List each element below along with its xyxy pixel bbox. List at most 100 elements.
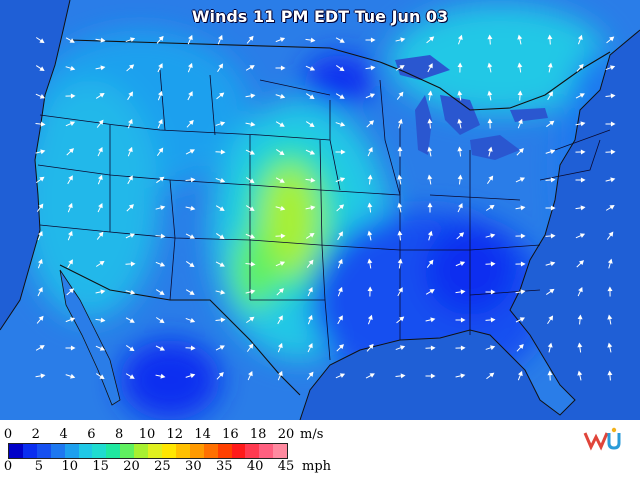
mph-tick-label: 15 [92,459,109,474]
wind-arrow [155,317,165,324]
wind-arrow [245,233,256,239]
wind-arrow [185,289,195,295]
wind-arrow [305,93,315,100]
wind-arrow [67,202,73,213]
wind-arrow [276,288,284,296]
wind-arrow [546,288,555,295]
wind-arrow [307,287,313,297]
wind-arrow [455,317,466,323]
wind-arrow [97,202,103,213]
wind-arrow [275,177,285,183]
wind-arrow [395,345,406,351]
wind-arrow [516,343,524,352]
wind-arrow [95,317,106,323]
wind-arrow [487,90,493,101]
wind-arrow [36,176,45,184]
wind-arrow [545,149,556,155]
scale-swatch [189,444,204,458]
wind-arrow [96,231,104,240]
mph-unit-label: mph [302,459,332,474]
wind-arrow [186,119,194,128]
wind-arrow [275,121,285,127]
mph-tick-label: 25 [154,459,171,474]
wind-arrow [337,315,343,325]
wind-arrow [217,63,224,73]
scale-swatch [9,444,23,458]
scale-swatch [161,444,176,458]
wind-arrow [547,342,553,353]
scale-swatch [78,444,93,458]
wind-arrow [305,177,316,183]
wind-arrow [246,316,255,324]
wind-arrow [397,258,403,269]
scale-swatch [50,444,65,458]
wind-arrow [185,205,196,211]
wind-arrow [127,146,133,157]
wind-arrow [36,203,44,212]
wind-arrow [307,314,313,325]
scale-swatch [106,444,121,458]
wind-arrow [155,261,166,267]
wind-arrow [275,261,286,267]
wind-arrow [215,205,225,211]
ms-tick-label: 18 [249,427,267,442]
wind-arrow [487,34,493,45]
wind-arrow [95,37,106,43]
wind-arrow [397,230,403,241]
wind-arrow [305,149,316,155]
coastline [0,0,71,331]
scale-swatch [22,444,37,458]
wind-arrow [187,34,193,45]
wind-arrow [185,317,196,323]
wind-arrow [37,258,43,269]
wind-arrow [545,261,556,267]
wind-arrow [157,63,163,73]
wind-arrow [65,93,76,99]
ms-tick-label: 10 [138,427,156,442]
wind-arrow [96,119,104,128]
wind-arrow [547,370,553,381]
wind-arrow [547,91,553,101]
wind-arrow [366,343,374,352]
wind-arrow [336,204,345,212]
wind-arrow [455,289,466,295]
wind-arrow [35,345,45,351]
wind-arrow [427,230,433,241]
wind-arrow [487,62,493,73]
wind-arrow [305,65,316,71]
mph-tick-label: 10 [61,459,79,474]
color-scale-bar [8,443,288,459]
us-canada-border [69,39,611,111]
wind-arrow [515,177,526,183]
wind-arrow [605,205,615,211]
ms-unit-label: m/s [300,427,324,442]
wind-arrow [155,373,166,379]
wind-arrow [395,37,406,43]
scale-swatch [203,444,218,458]
wind-arrow [577,286,583,297]
wind-arrow [485,289,496,295]
wind-arrow [185,345,196,351]
wind-arrow [457,62,463,73]
wind-arrow [35,93,46,99]
wind-arrow [457,203,463,213]
mph-tick-label: 30 [185,459,202,474]
wind-arrow [277,370,283,381]
wind-arrow [575,149,586,155]
ms-tick-label: 20 [277,427,295,442]
mph-tick-label: 20 [123,459,140,474]
gulf-coastline [299,29,640,420]
wind-arrow [335,37,345,43]
wind-arrow [575,93,585,99]
wind-arrow [485,345,496,351]
wind-arrow [515,317,525,323]
wind-arrow [367,146,373,157]
scale-swatch [134,444,149,458]
wind-arrow [127,118,133,129]
mph-tick-label: 40 [246,459,264,474]
wind-arrow [185,373,196,379]
mph-tick-label: 0 [3,459,13,474]
wind-arrow [547,34,553,45]
wind-arrow [365,37,376,43]
wind-arrow [517,34,523,45]
